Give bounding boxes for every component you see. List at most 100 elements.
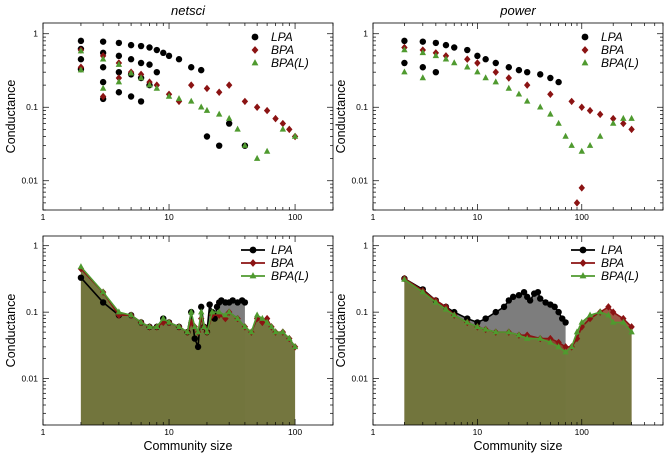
point-bpal (184, 328, 191, 335)
legend-label: BPA(L) (271, 269, 309, 283)
point-bpal (515, 90, 523, 97)
point-bpal (241, 141, 249, 148)
legend-label: LPA (601, 30, 623, 44)
y-axis-label: Conductance (4, 80, 18, 154)
point-bpal (628, 328, 635, 335)
x-axis-label: Community size (474, 439, 563, 453)
x-tick-label: 1 (41, 212, 46, 222)
point-lpa (203, 133, 211, 140)
legend-label: LPA (271, 243, 293, 257)
y-tick-label: 1 (33, 241, 38, 251)
point-bpal (127, 311, 135, 318)
point-lpa (198, 66, 205, 74)
point-bpal (241, 323, 249, 330)
point-lpa (241, 299, 249, 306)
point-bpa (286, 125, 293, 134)
point-bpal (263, 318, 271, 325)
point-bpal (432, 52, 440, 59)
point-bpa (505, 74, 513, 82)
point-bpal (482, 74, 489, 81)
point-bpal (555, 119, 562, 126)
point-lpa (555, 78, 562, 86)
legend-label: BPA (271, 43, 294, 57)
point-bpal (198, 103, 205, 110)
legend-marker (249, 272, 257, 279)
point-lpa (474, 52, 481, 60)
x-tick-label: 1 (371, 427, 376, 437)
point-lpa (526, 297, 534, 304)
point-bpal (203, 106, 211, 113)
point-bpal (194, 328, 202, 335)
point-bpal (464, 63, 471, 70)
point-bpal (628, 114, 635, 121)
point-bpal (419, 49, 427, 56)
point-bpal (188, 308, 195, 315)
point-bpa (609, 308, 617, 316)
point-lpa (146, 44, 153, 51)
point-bpal (547, 110, 554, 117)
point-lpa (153, 68, 161, 76)
point-lpa (115, 89, 123, 96)
area-bpal (404, 279, 632, 425)
point-lpa (523, 68, 531, 76)
point-bpal (222, 311, 229, 318)
power-scatter-panel: 1 10 100 1 0.1 0.01 Conductance power LPABPABPA(… (334, 3, 664, 222)
y-tick-label: 0.1 (356, 307, 368, 317)
plot-frame (372, 22, 664, 211)
point-bpal (77, 47, 85, 54)
point-bpa (279, 119, 287, 128)
point-lpa (191, 335, 198, 342)
point-bpa (578, 103, 585, 111)
point-lpa (482, 56, 489, 63)
point-bpal (115, 308, 123, 315)
point-bpa (620, 119, 627, 128)
point-bpal (225, 114, 233, 121)
point-lpa (432, 68, 440, 76)
point-bpal (605, 311, 612, 318)
legend-marker (581, 59, 589, 66)
point-bpa (272, 114, 279, 123)
point-lpa (127, 56, 135, 63)
point-bpa (464, 55, 471, 63)
point-bpa (620, 314, 627, 323)
point-bpal (291, 132, 299, 139)
point-lpa (551, 303, 558, 311)
point-bpal (234, 314, 241, 321)
point-bpal (442, 305, 450, 312)
point-lpa (500, 303, 508, 311)
y-tick-label: 0.01 (351, 374, 368, 384)
point-lpa (194, 343, 202, 351)
y-tick-label: 0.1 (26, 102, 38, 112)
plot-frame (42, 22, 334, 211)
point-bpal (562, 132, 569, 139)
point-bpal (146, 323, 153, 330)
point-bpal (115, 60, 123, 67)
point-bpal (568, 141, 575, 148)
point-lpa (99, 38, 107, 45)
point-lpa (547, 74, 554, 82)
point-bpa (586, 106, 594, 115)
point-bpal (165, 318, 173, 325)
point-lpa (482, 315, 489, 322)
point-bpal (146, 81, 153, 88)
point-bpa (188, 81, 195, 89)
point-bpal (268, 323, 275, 330)
point-lpa (99, 78, 107, 86)
point-bpal (586, 311, 594, 318)
point-bpal (99, 288, 107, 295)
point-bpa (609, 114, 617, 123)
legend-marker (251, 59, 259, 66)
y-axis-label: Conductance (334, 294, 348, 368)
point-bpal (586, 141, 594, 148)
point-bpa (578, 184, 585, 192)
point-bpal (263, 147, 271, 154)
point-bpal (568, 343, 575, 350)
point-bpal (137, 318, 145, 325)
point-lpa (115, 52, 123, 60)
point-bpal (419, 288, 427, 295)
point-lpa (492, 59, 499, 67)
point-bpal (547, 338, 554, 345)
point-bpal (515, 331, 523, 338)
